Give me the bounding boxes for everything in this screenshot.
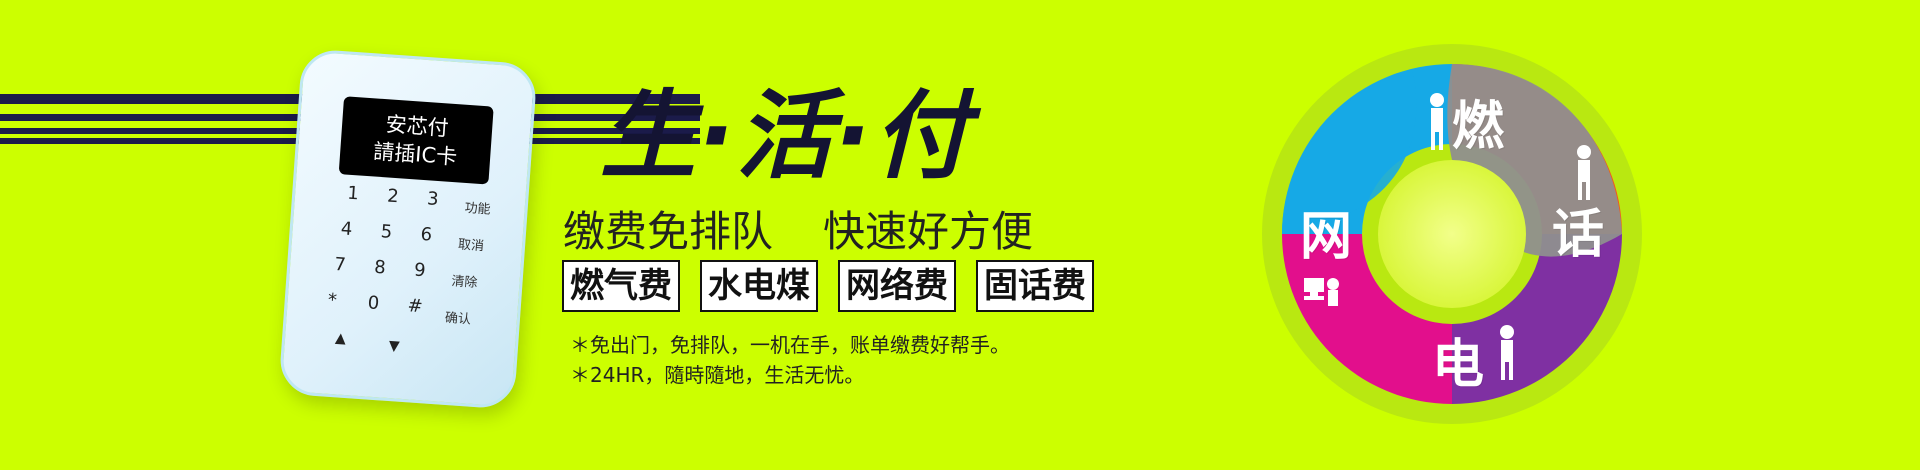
service-phone: 话 xyxy=(1552,205,1605,265)
key-hash: # xyxy=(406,295,424,318)
service-gas: 燃 xyxy=(1452,97,1505,157)
phone-person-icon xyxy=(1574,144,1594,202)
key-confirm: 确认 xyxy=(444,310,472,328)
key-function: 功能 xyxy=(464,200,492,218)
service-tags: 燃气费 水电煤 网络费 固话费 xyxy=(562,260,1094,312)
subtitle-right: 快速好方便 xyxy=(823,207,1034,256)
page-title: 生·活·付 xyxy=(600,80,971,192)
tag-water-electric-coal: 水电煤 xyxy=(700,260,818,312)
arrow-up-icon: ▲ xyxy=(334,330,347,347)
tag-landline: 固话费 xyxy=(976,260,1094,312)
terminal-screen: 安芯付 請插IC卡 xyxy=(338,96,494,185)
notes-block: ＊免出门，免排队，一机在手，账单缴费好帮手。 ＊24HR，隨時隨地，生活无忧。 xyxy=(570,330,1010,390)
key-cancel: 取消 xyxy=(457,237,485,255)
key-0: 0 xyxy=(367,292,380,315)
note-2: ＊24HR，隨時隨地，生活无忧。 xyxy=(570,363,865,387)
service-network: 网 xyxy=(1300,207,1353,267)
arrow-down-icon: ▼ xyxy=(388,337,401,355)
key-5: 5 xyxy=(380,221,393,243)
key-8: 8 xyxy=(373,256,387,279)
key-3: 3 xyxy=(426,188,440,211)
key-2: 2 xyxy=(386,185,400,208)
key-9: 9 xyxy=(413,259,427,282)
tag-network: 网络费 xyxy=(838,260,956,312)
key-4: 4 xyxy=(340,218,354,241)
service-electric: 电 xyxy=(1432,335,1485,395)
service-ring: 燃 话 电 网 xyxy=(1262,44,1642,424)
key-7: 7 xyxy=(333,253,347,276)
tag-gas: 燃气费 xyxy=(562,260,680,312)
electric-person-icon xyxy=(1497,324,1517,382)
network-computer-icon xyxy=(1302,274,1344,314)
note-1: ＊免出门，免排队，一机在手，账单缴费好帮手。 xyxy=(570,333,1010,357)
payment-terminal: 安芯付 請插IC卡 1 2 3 功能 4 5 6 取消 7 8 9 清除 * 0… xyxy=(278,48,538,410)
key-1: 1 xyxy=(346,182,360,205)
key-clear: 清除 xyxy=(450,274,478,291)
key-star: * xyxy=(327,289,338,312)
service-ring-graphic xyxy=(1262,44,1642,424)
key-6: 6 xyxy=(419,223,433,246)
subtitle-row: 缴费免排队 快速好方便 xyxy=(563,198,1033,259)
gas-person-icon xyxy=(1427,92,1447,152)
subtitle-left: 缴费免排队 xyxy=(563,207,774,256)
